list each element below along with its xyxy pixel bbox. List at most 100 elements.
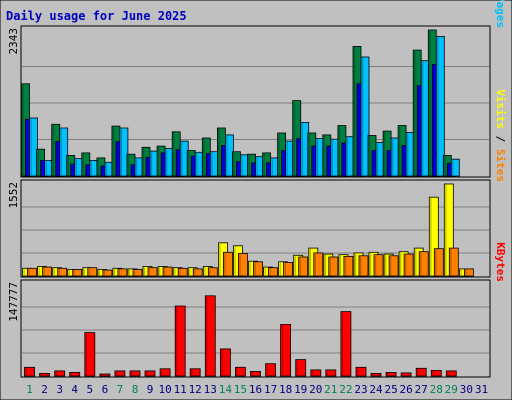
bar-kbytes-day-11: [174, 305, 186, 377]
bar-pages-day-23: [360, 56, 370, 177]
bar-shade: [417, 369, 419, 375]
day-label-2: 2: [41, 383, 48, 396]
bar-shade: [264, 268, 266, 275]
bar-shade: [254, 262, 256, 275]
bar-shade: [192, 157, 194, 175]
bar-kbytes-day-25: [385, 371, 397, 377]
bar-sites-day-3: [57, 267, 68, 277]
day-label-10: 10: [158, 383, 171, 396]
bar-shade: [400, 252, 402, 275]
bar-kbytes-day-23: [355, 366, 367, 377]
bar-sites-day-2: [42, 266, 52, 277]
bar-shade: [162, 153, 164, 175]
bar-shade: [241, 155, 243, 175]
bar-kbytes-day-7: [114, 370, 126, 377]
bar-shade: [151, 152, 153, 175]
bar-shade: [388, 151, 390, 175]
bar-kbytes-day-3: [54, 370, 66, 377]
bar-shade: [206, 296, 208, 375]
bar-shade: [269, 268, 271, 275]
day-label-24: 24: [369, 383, 383, 396]
day-label-13: 13: [204, 383, 217, 396]
bar-shade: [387, 373, 389, 375]
bar-shade: [308, 134, 310, 175]
bar-kbytes-day-14: [219, 348, 231, 377]
bar-visits-day-28: [428, 196, 439, 277]
bar-shade: [67, 156, 69, 175]
bar-shade: [191, 369, 193, 375]
bar-kbytes-day-15: [234, 366, 246, 377]
bar-kbytes-day-27: [415, 367, 427, 377]
day-label-19: 19: [294, 383, 307, 396]
bar-shade: [344, 257, 347, 275]
bar-shade: [392, 139, 394, 175]
bar-kbytes-day-12: [189, 368, 201, 377]
bar-shade: [115, 371, 118, 375]
bar-visits-day-29: [443, 183, 454, 277]
bar-kbytes-day-22: [340, 311, 352, 377]
bar-shade: [173, 132, 175, 175]
bar-shade: [174, 268, 176, 275]
day-label-22: 22: [339, 383, 352, 396]
day-label-29: 29: [445, 383, 458, 396]
day-label-8: 8: [132, 383, 139, 396]
bar-shade: [323, 135, 325, 175]
bar-shade: [207, 154, 209, 175]
bar-sites-day-21: [328, 256, 339, 277]
bar-shade: [55, 371, 57, 375]
bar-shade: [414, 51, 416, 175]
bar-shade: [181, 142, 183, 175]
bar-shade: [52, 125, 54, 175]
bar-shade: [444, 156, 446, 175]
day-label-17: 17: [264, 383, 277, 396]
bar-shade: [403, 146, 405, 175]
bar-shade: [134, 270, 136, 275]
y-max-label: 1552: [7, 182, 20, 209]
bar-shade: [450, 249, 452, 275]
bar-shade: [281, 325, 283, 375]
bar-shade: [37, 150, 39, 175]
bar-shade: [58, 269, 60, 275]
bar-shade: [188, 151, 190, 175]
bar-shade: [161, 369, 163, 375]
bar-shade: [236, 368, 238, 375]
day-label-1: 1: [26, 383, 33, 396]
bar-shade: [82, 153, 84, 175]
bar-shade: [432, 371, 434, 375]
bar-shade: [149, 268, 151, 275]
bar-shade: [22, 84, 24, 175]
bar-shade: [56, 142, 58, 175]
bar-shade: [437, 37, 439, 176]
day-label-28: 28: [430, 383, 443, 396]
bar-kbytes-day-6: [99, 373, 111, 377]
bar-sites-day-30: [463, 268, 474, 277]
bar-shade: [430, 198, 432, 275]
bar-shade: [252, 163, 254, 175]
bar-shade: [370, 253, 372, 275]
bar-kbytes-day-21: [325, 369, 337, 377]
bar-shade: [249, 262, 251, 275]
bar-shade: [399, 126, 401, 175]
bar-shade: [146, 371, 148, 375]
bar-shade: [329, 258, 331, 275]
bar-shade: [282, 151, 284, 175]
bar-shade: [248, 155, 250, 175]
bar-shade: [331, 140, 333, 175]
bar-shade: [447, 371, 449, 375]
bar-sites-day-19: [298, 256, 309, 277]
bar-shade: [211, 152, 213, 175]
bar-sites-day-24: [373, 254, 384, 277]
bar-shade: [445, 185, 447, 275]
bar-kbytes-day-26: [400, 372, 412, 377]
bar-shade: [158, 147, 160, 175]
bar-shade: [196, 153, 198, 175]
panel-visits-sites: 1552 Visits / Sites: [7, 89, 507, 278]
day-label-30: 30: [460, 383, 473, 396]
bar-shade: [377, 143, 379, 175]
bar-sites-day-5: [87, 267, 98, 277]
bar-shade: [68, 270, 70, 275]
bar-shade: [118, 269, 121, 275]
bar-shade: [237, 162, 239, 175]
bar-kbytes-day-8: [129, 370, 141, 377]
